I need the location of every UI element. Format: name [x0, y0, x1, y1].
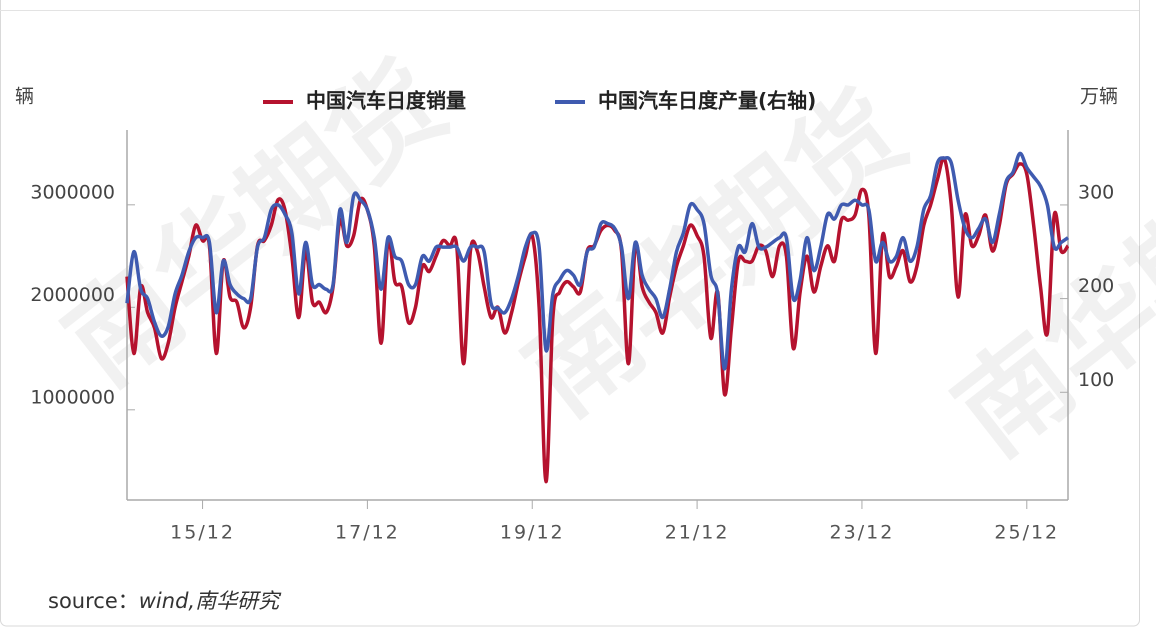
x-tick-label: 19/12: [500, 522, 565, 544]
x-tick-label: 23/12: [830, 522, 895, 544]
x-tick-label: 17/12: [335, 522, 400, 544]
x-tick-label: 21/12: [665, 522, 730, 544]
plot: 1000000 2000000 3000000 100 200 300 15/12 17/12…: [30, 89, 1114, 544]
source-label: source：: [48, 589, 139, 613]
x-tick-label: 25/12: [994, 522, 1059, 544]
y2-tick-label: 300: [1078, 181, 1114, 203]
legend-label: 中国汽车日度产量(右轴): [598, 89, 816, 113]
x-tick-label: 15/12: [170, 522, 235, 544]
y-tick-label: 2000000: [30, 284, 115, 306]
y2-axis-label: 万辆: [1080, 86, 1118, 108]
source-value: wind,南华研究: [139, 589, 282, 613]
series-line: [125, 151, 1069, 371]
y2-tick-label: 100: [1078, 369, 1114, 391]
y-axis-label: 辆: [15, 86, 34, 108]
y-tick-label: 1000000: [30, 386, 115, 408]
y2-tick-label: 200: [1078, 275, 1114, 297]
legend-label: 中国汽车日度销量: [306, 89, 466, 113]
source: source：wind,南华研究: [48, 589, 282, 613]
y-tick-label: 3000000: [30, 181, 115, 203]
